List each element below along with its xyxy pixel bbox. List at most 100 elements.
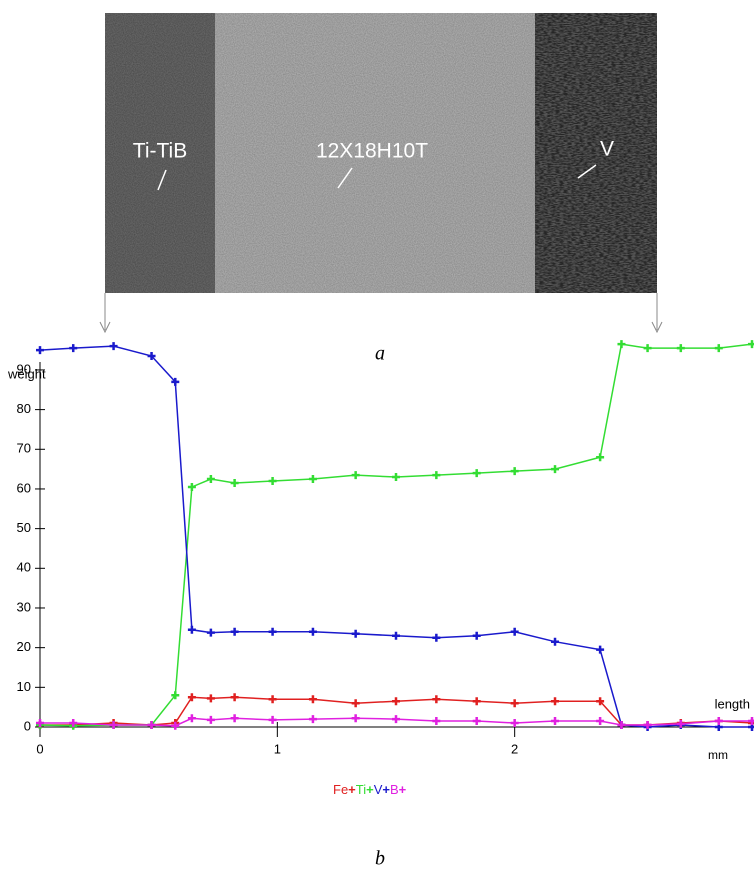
legend-label: Ti [356,782,366,797]
y-axis-label: weight [7,366,46,381]
point [187,714,196,723]
point [643,344,652,353]
point [268,715,277,724]
point [510,719,519,728]
point [643,721,652,730]
point [187,482,196,491]
point [510,627,519,636]
point [147,352,156,361]
point [308,695,317,704]
point [171,721,180,730]
point [596,717,605,726]
point [268,695,277,704]
point [187,693,196,702]
series-line [40,717,752,727]
point [748,717,754,726]
point [308,475,317,484]
point [748,340,754,349]
point [510,467,519,476]
point [147,721,156,730]
point [171,377,180,386]
legend-marker: + [399,782,407,797]
point [392,697,400,706]
point [472,717,481,726]
point [36,346,44,355]
legend-label: Fe [333,782,348,797]
legend-marker: + [382,782,390,797]
y-tick-label: 20 [17,639,31,654]
caption: a [375,343,385,365]
zone-label: 12X18H10T [316,140,428,163]
point [432,471,441,480]
arrow-head [651,321,663,334]
point [392,631,400,640]
grain-right [535,13,657,293]
x-tick-label: 0 [36,741,43,756]
point [551,697,560,706]
point [109,342,118,351]
point [551,465,560,474]
point [230,627,239,636]
y-tick-label: 0 [24,718,31,733]
point [351,699,360,708]
point [206,628,215,637]
point [392,473,400,482]
point [230,693,239,702]
point [596,453,605,462]
point [596,697,605,706]
pointer [577,164,597,179]
legend-marker: + [348,782,356,797]
y-tick-label: 40 [17,560,31,575]
y-tick-label: 10 [17,679,31,694]
point [69,344,78,353]
point [551,717,560,726]
x-unit: mm [708,748,728,762]
point [268,477,277,486]
point [187,625,196,634]
y-tick-label: 90 [17,361,31,376]
micrograph: Ti-TiB 12X18H10T V [99,13,663,334]
point [432,695,441,704]
legend: Fe+Ti+V+B+ [333,782,407,797]
legend-marker: + [366,782,374,797]
point [510,699,519,708]
point [392,715,400,724]
point [268,627,277,636]
pointer [337,167,353,189]
point [432,633,441,642]
y-tick-label: 50 [17,520,31,535]
point [676,719,685,728]
grain-middle [215,13,535,293]
y-tick-label: 30 [17,599,31,614]
y-tick-label: 70 [17,441,31,456]
pointer [157,169,167,191]
point [676,344,685,353]
point [714,717,723,726]
series-line [39,343,753,727]
arrow-head [99,321,111,334]
y-tick-label: 80 [17,401,31,416]
grain-left [105,13,215,293]
point [171,691,180,700]
point [230,479,239,488]
point [551,637,560,646]
point [596,645,605,654]
point [308,715,317,724]
point [472,469,481,478]
point [206,475,215,484]
point [36,719,44,728]
point [351,629,360,638]
zone-label: Ti-TiB [133,140,187,163]
point [308,627,317,636]
y-tick-label: 60 [17,480,31,495]
point [230,714,239,723]
point [714,344,723,353]
point [351,714,360,723]
caption: b [375,848,385,870]
series-line [39,345,752,728]
x-tick-label: 2 [511,741,518,756]
point [351,471,360,480]
point [206,694,215,703]
